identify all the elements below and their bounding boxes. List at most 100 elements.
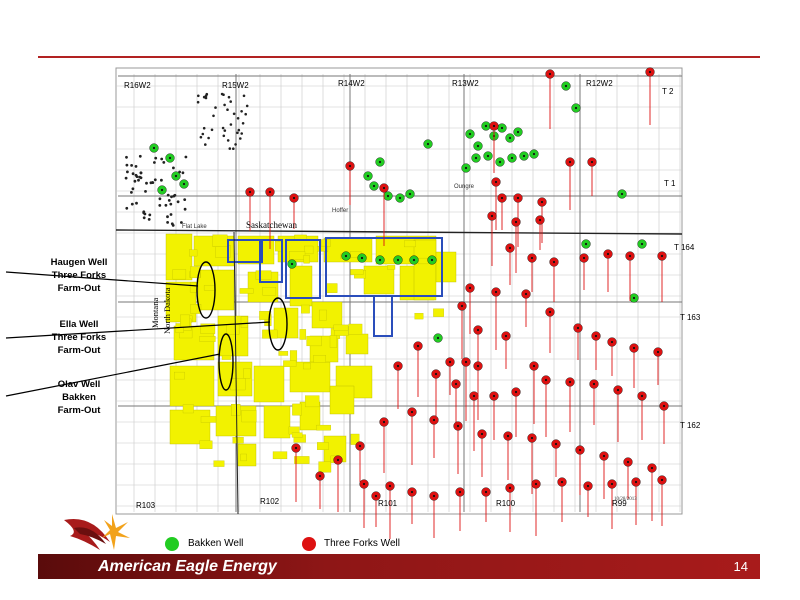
well-center [398,196,402,200]
acreage-block [329,385,355,415]
acreage-tract [313,355,326,363]
well-center [548,310,552,314]
well-center [290,262,294,266]
other-well [142,211,146,215]
well-center [490,214,494,218]
other-well [142,216,146,220]
well-center [560,480,564,484]
well-center [590,160,594,164]
well-center [616,388,620,392]
well-center [494,180,498,184]
well-center [448,360,452,364]
other-well [222,134,226,138]
other-well [202,95,206,99]
well-center [530,436,534,440]
other-well [180,221,183,224]
other-well [201,132,205,136]
other-well [232,147,235,150]
other-well [236,117,240,120]
other-well [160,178,163,182]
well-center [632,346,636,350]
other-well [134,165,138,168]
well-center [344,254,348,258]
other-well [139,171,143,175]
acreage-block [169,409,211,445]
well-center [610,340,614,344]
well-center [540,200,544,204]
acreage-tract [190,304,202,314]
well-center [486,154,490,158]
other-well [240,110,243,113]
acreage-block [311,301,343,329]
well-center [568,380,572,384]
well-center [532,364,536,368]
well-center [434,372,438,376]
well-center [484,124,488,128]
acreage-block [435,251,457,283]
well-center [152,146,156,150]
eagle-logo-icon [64,514,130,550]
well-center [594,334,598,338]
callout-line: Three Forks [51,332,107,343]
well-center [464,360,468,364]
acreage-tract [189,249,198,257]
other-well [169,202,173,206]
well-center [620,192,624,196]
other-well [130,191,133,194]
callout-line: Farm-Out [57,283,101,294]
well-center [592,382,596,386]
other-well [153,178,157,182]
other-well [134,173,138,177]
other-well [144,190,147,193]
well-center [508,486,512,490]
acreage-tract [294,234,307,240]
map-grid [116,74,682,512]
callout-pointer [5,353,221,397]
other-well [176,200,180,204]
other-well [226,108,229,111]
other-well [137,178,140,182]
range-label: R101 [378,499,398,508]
other-well [245,104,249,108]
well-center [378,160,382,164]
other-well [131,187,135,191]
acreage-block [165,233,193,281]
other-well [199,135,203,139]
acreage-tract [240,316,248,328]
other-well [244,112,247,116]
well-center [508,136,512,140]
well-center [506,434,510,438]
well-center [396,258,400,262]
well-center [476,328,480,332]
acreage-tract [417,257,429,265]
other-well [125,155,128,159]
well-center [576,326,580,330]
well-center [360,256,364,260]
well-center [358,444,362,448]
farm-out-ellipse [196,261,216,319]
well-center [336,458,340,462]
well-center [656,350,660,354]
acreage-tract [319,309,327,321]
callout-line: Olav Well [57,379,101,390]
other-well [223,129,227,132]
other-well [145,181,148,185]
well-center [456,424,460,428]
well-center [534,482,538,486]
well-map: R16W2 R15W2 R14W2 R13W2 R12W2 R103 R102 … [5,66,701,539]
acreage-tract [299,329,307,340]
well-center [568,160,572,164]
well-center [650,466,654,470]
other-well [234,143,237,146]
acreage-block [363,265,395,295]
range-label: R16W2 [124,81,151,90]
acreage-tract [301,304,310,314]
acreage-tract [318,461,332,473]
well-center [552,260,556,264]
acreage-tract [213,460,225,467]
international-border-line [115,229,683,235]
well-center [530,256,534,260]
other-well [196,100,200,104]
well-center [516,130,520,134]
well-center [662,404,666,408]
